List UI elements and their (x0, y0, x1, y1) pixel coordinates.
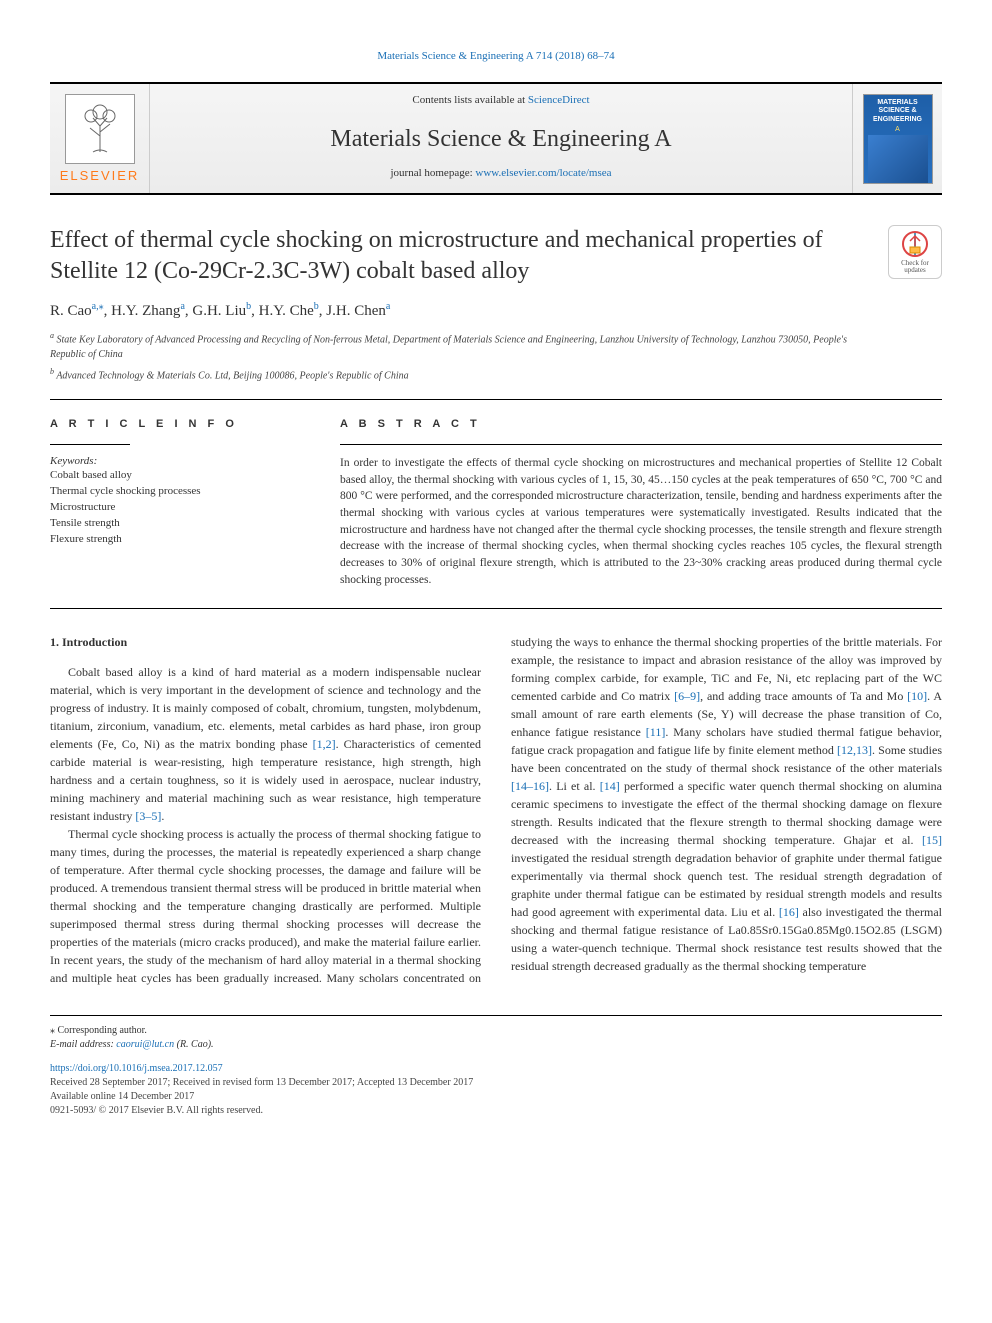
ref-12-13[interactable]: [12,13] (837, 743, 872, 757)
author-1-corr[interactable]: ⁎ (99, 301, 104, 312)
homepage-link[interactable]: www.elsevier.com/locate/msea (475, 167, 611, 179)
contents-prefix: Contents lists available at (412, 94, 527, 106)
online-line: Available online 14 December 2017 (50, 1090, 942, 1104)
cover-letter: A (868, 126, 928, 133)
keywords-list: Cobalt based alloy Thermal cycle shockin… (50, 468, 280, 548)
ref-3-5[interactable]: [3–5] (135, 809, 161, 823)
cover-line3: ENGINEERING (868, 116, 928, 124)
para-1: Cobalt based alloy is a kind of hard mat… (50, 663, 481, 825)
aff-text-b: Advanced Technology & Materials Co. Ltd,… (56, 370, 408, 381)
homepage-prefix: journal homepage: (390, 167, 475, 179)
aff-mark-a: a (50, 331, 54, 340)
abstract-heading: A B S T R A C T (340, 418, 942, 430)
keyword-2: Thermal cycle shocking processes (50, 484, 280, 500)
journal-header: ELSEVIER Contents lists available at Sci… (50, 82, 942, 195)
author-5: J.H. Chen (326, 303, 386, 319)
ref-14[interactable]: [14] (600, 779, 620, 793)
keyword-1: Cobalt based alloy (50, 468, 280, 484)
email-link[interactable]: caorui@lut.cn (116, 1039, 174, 1050)
contents-lists-line: Contents lists available at ScienceDirec… (160, 94, 842, 106)
author-3-aff[interactable]: b (246, 301, 251, 312)
publication-block: https://doi.org/10.1016/j.msea.2017.12.0… (50, 1062, 942, 1118)
author-3: G.H. Liu (192, 303, 246, 319)
abstract-text: In order to investigate the effects of t… (340, 455, 942, 588)
author-5-aff[interactable]: a (386, 301, 390, 312)
elsevier-tree-icon (65, 94, 135, 164)
footnotes: ⁎ Corresponding author. E-mail address: … (50, 1015, 942, 1052)
author-1-aff[interactable]: a, (92, 301, 99, 312)
corresponding-author: ⁎ Corresponding author. (50, 1024, 942, 1038)
check-updates-icon (901, 230, 929, 258)
rule-2 (50, 608, 942, 609)
cover-image (868, 135, 928, 183)
keyword-5: Flexure strength (50, 532, 280, 548)
author-4: H.Y. Che (259, 303, 314, 319)
body-columns: 1. Introduction Cobalt based alloy is a … (50, 633, 942, 987)
elsevier-logo: ELSEVIER (50, 84, 150, 193)
author-1: R. Cao (50, 303, 92, 319)
abstract-rule (340, 444, 942, 445)
section-1-heading: 1. Introduction (50, 633, 481, 651)
ref-1-2[interactable]: [1,2] (313, 737, 336, 751)
ref-11[interactable]: [11] (646, 725, 666, 739)
aff-text-a: State Key Laboratory of Advanced Process… (50, 335, 847, 360)
check-updates-line2: updates (904, 266, 925, 274)
check-updates-badge[interactable]: Check forupdates (888, 225, 942, 279)
journal-issue-link[interactable]: Materials Science & Engineering A 714 (2… (377, 50, 614, 62)
email-suffix: (R. Cao). (174, 1039, 213, 1050)
aff-mark-b: b (50, 367, 54, 376)
keyword-3: Microstructure (50, 500, 280, 516)
cover-thumbnail: MATERIALS SCIENCE & ENGINEERING A (863, 94, 933, 184)
author-2: H.Y. Zhang (111, 303, 180, 319)
ref-15[interactable]: [15] (922, 833, 942, 847)
keyword-4: Tensile strength (50, 516, 280, 532)
paper-title: Effect of thermal cycle shocking on micr… (50, 225, 876, 287)
affiliation-b: b Advanced Technology & Materials Co. Lt… (50, 366, 876, 383)
email-label: E-mail address: (50, 1039, 116, 1050)
author-2-aff[interactable]: a (180, 301, 184, 312)
sciencedirect-link[interactable]: ScienceDirect (528, 94, 590, 106)
journal-cover: MATERIALS SCIENCE & ENGINEERING A (852, 84, 942, 193)
cover-line1: MATERIALS (868, 99, 928, 107)
cover-line2: SCIENCE & (868, 107, 928, 115)
received-line: Received 28 September 2017; Received in … (50, 1076, 942, 1090)
copyright-line: 0921-5093/ © 2017 Elsevier B.V. All righ… (50, 1104, 942, 1118)
homepage-line: journal homepage: www.elsevier.com/locat… (160, 167, 842, 179)
journal-issue-line: Materials Science & Engineering A 714 (2… (50, 50, 942, 62)
elsevier-text: ELSEVIER (60, 168, 140, 183)
authors-line: R. Caoa,⁎, H.Y. Zhanga, G.H. Liub, H.Y. … (50, 301, 876, 320)
ref-14-16[interactable]: [14–16] (511, 779, 549, 793)
author-4-aff[interactable]: b (314, 301, 319, 312)
ref-10[interactable]: [10] (907, 689, 927, 703)
journal-title: Materials Science & Engineering A (160, 126, 842, 153)
article-info-rule (50, 444, 130, 445)
article-info-heading: A R T I C L E I N F O (50, 418, 280, 430)
ref-6-9[interactable]: [6–9] (674, 689, 700, 703)
keywords-label: Keywords: (50, 455, 280, 467)
rule-1 (50, 399, 942, 400)
ref-16[interactable]: [16] (779, 905, 799, 919)
affiliation-a: a State Key Laboratory of Advanced Proce… (50, 330, 876, 361)
doi-link[interactable]: https://doi.org/10.1016/j.msea.2017.12.0… (50, 1063, 223, 1074)
